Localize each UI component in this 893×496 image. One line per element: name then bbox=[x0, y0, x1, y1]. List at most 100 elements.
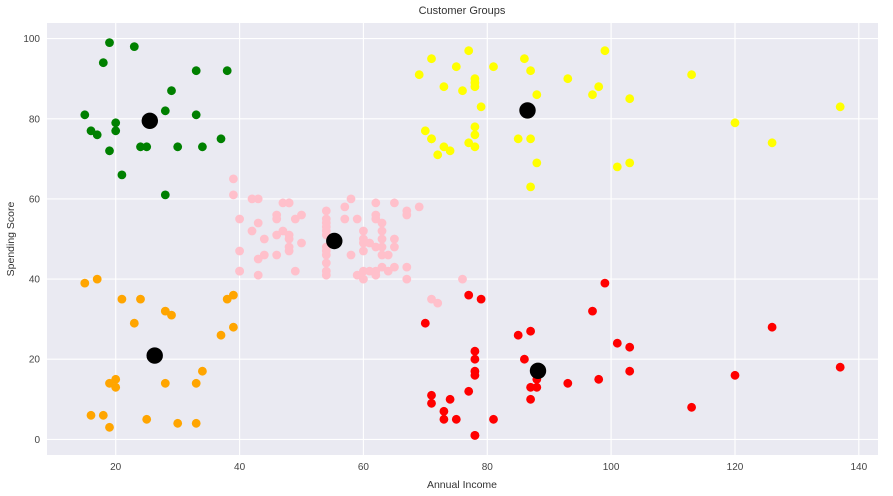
data-point-cluster-low-income-low-score bbox=[111, 374, 121, 384]
data-point-cluster-high-income-low-score bbox=[470, 354, 480, 364]
data-point-cluster-mid-income-mid-score bbox=[259, 250, 269, 260]
data-point-cluster-high-income-low-score bbox=[439, 414, 449, 424]
data-point-cluster-high-income-high-score bbox=[439, 82, 449, 92]
data-point-cluster-mid-income-mid-score bbox=[321, 214, 331, 224]
data-point-cluster-low-income-high-score bbox=[129, 42, 139, 51]
data-point-cluster-high-income-low-score bbox=[730, 370, 740, 380]
centroid-point bbox=[141, 112, 158, 129]
data-point-cluster-mid-income-mid-score bbox=[359, 274, 368, 284]
data-point-cluster-low-income-low-score bbox=[129, 318, 139, 328]
y-axis-label: Spending Score bbox=[5, 201, 17, 276]
data-point-cluster-mid-income-mid-score bbox=[352, 214, 362, 224]
data-point-cluster-mid-income-mid-score bbox=[235, 266, 245, 276]
data-point-cluster-mid-income-mid-score bbox=[247, 226, 257, 236]
data-point-cluster-low-income-low-score bbox=[198, 366, 207, 376]
series-cluster-low-income-high-score bbox=[80, 38, 232, 200]
series-cluster-low-income-low-score bbox=[80, 274, 238, 432]
data-point-cluster-low-income-high-score bbox=[80, 110, 90, 120]
data-point-cluster-high-income-high-score bbox=[588, 90, 597, 100]
data-point-cluster-low-income-low-score bbox=[173, 418, 183, 428]
data-point-cluster-low-income-low-score bbox=[98, 410, 108, 420]
data-point-cluster-high-income-low-score bbox=[526, 382, 535, 392]
data-point-cluster-mid-income-mid-score bbox=[383, 250, 393, 260]
data-point-cluster-mid-income-mid-score bbox=[371, 210, 381, 220]
data-point-cluster-low-income-low-score bbox=[142, 414, 152, 424]
data-point-cluster-mid-income-mid-score bbox=[390, 242, 399, 252]
data-point-cluster-low-income-high-score bbox=[105, 38, 114, 47]
data-point-cluster-low-income-low-score bbox=[80, 278, 90, 288]
data-point-cluster-low-income-low-score bbox=[191, 378, 201, 388]
data-point-cluster-mid-income-mid-score bbox=[458, 274, 467, 284]
data-point-cluster-high-income-high-score bbox=[600, 46, 610, 56]
data-point-cluster-high-income-low-score bbox=[420, 318, 430, 328]
x-tick-label: 40 bbox=[234, 462, 246, 473]
data-point-cluster-mid-income-mid-score bbox=[235, 246, 245, 256]
data-point-cluster-high-income-low-score bbox=[476, 294, 486, 304]
data-point-cluster-low-income-low-score bbox=[160, 378, 170, 388]
data-point-cluster-high-income-high-score bbox=[458, 86, 467, 96]
data-point-cluster-high-income-low-score bbox=[470, 346, 480, 356]
data-point-cluster-mid-income-mid-score bbox=[377, 226, 387, 236]
y-tick-label: 40 bbox=[29, 275, 41, 286]
chart-title: Customer Groups bbox=[419, 5, 506, 17]
data-point-cluster-low-income-low-score bbox=[229, 322, 238, 332]
plot-root: 20 40 60 80 100 120 140 0 20 40 60 80 100 bbox=[23, 23, 878, 473]
data-point-cluster-mid-income-mid-score bbox=[297, 238, 306, 248]
data-point-cluster-low-income-high-score bbox=[198, 142, 207, 152]
series-centroids bbox=[141, 102, 547, 379]
data-point-cluster-high-income-low-score bbox=[427, 390, 436, 400]
data-point-cluster-mid-income-mid-score bbox=[235, 214, 245, 224]
data-point-cluster-high-income-high-score bbox=[612, 162, 622, 172]
data-point-cluster-high-income-low-score bbox=[470, 370, 480, 380]
centroid-point bbox=[146, 347, 163, 364]
data-point-cluster-high-income-high-score bbox=[427, 134, 436, 144]
data-point-cluster-high-income-high-score bbox=[470, 130, 480, 140]
data-point-cluster-mid-income-mid-score bbox=[229, 190, 238, 200]
data-point-cluster-high-income-high-score bbox=[526, 182, 535, 192]
data-point-cluster-high-income-high-score bbox=[433, 150, 443, 160]
centroid-point bbox=[519, 102, 536, 119]
data-point-cluster-mid-income-mid-score bbox=[259, 234, 269, 244]
series-cluster-mid-income-mid-score bbox=[229, 174, 467, 308]
data-point-cluster-mid-income-mid-score bbox=[359, 226, 368, 236]
data-point-cluster-mid-income-mid-score bbox=[433, 298, 443, 308]
data-point-cluster-high-income-low-score bbox=[563, 378, 573, 388]
data-point-cluster-low-income-low-score bbox=[117, 294, 127, 304]
data-point-cluster-high-income-low-score bbox=[470, 431, 480, 440]
data-point-cluster-mid-income-mid-score bbox=[272, 250, 282, 260]
data-point-cluster-mid-income-mid-score bbox=[390, 234, 399, 244]
x-tick-label: 140 bbox=[850, 462, 867, 473]
data-point-cluster-mid-income-mid-score bbox=[390, 262, 399, 272]
x-tick-label: 60 bbox=[358, 462, 370, 473]
data-point-cluster-mid-income-mid-score bbox=[377, 234, 387, 244]
data-point-cluster-mid-income-mid-score bbox=[402, 274, 412, 284]
data-point-cluster-mid-income-mid-score bbox=[377, 250, 387, 260]
data-point-cluster-mid-income-mid-score bbox=[321, 206, 331, 216]
data-point-cluster-high-income-low-score bbox=[464, 290, 474, 300]
data-point-cluster-low-income-low-score bbox=[105, 422, 114, 432]
data-point-cluster-mid-income-mid-score bbox=[359, 246, 368, 256]
data-point-cluster-mid-income-mid-score bbox=[253, 218, 263, 228]
data-point-cluster-low-income-high-score bbox=[117, 170, 127, 180]
x-axis-label: Annual Income bbox=[427, 479, 497, 491]
y-tick-label: 60 bbox=[29, 194, 41, 205]
data-point-cluster-low-income-high-score bbox=[191, 66, 201, 76]
data-point-cluster-high-income-high-score bbox=[427, 54, 436, 64]
x-tick-label: 100 bbox=[603, 462, 620, 473]
data-point-cluster-high-income-low-score bbox=[513, 330, 523, 340]
data-point-cluster-high-income-low-score bbox=[439, 406, 449, 416]
data-point-cluster-high-income-high-score bbox=[464, 46, 474, 56]
y-tick-label: 80 bbox=[29, 114, 41, 125]
data-point-cluster-high-income-high-score bbox=[470, 142, 480, 152]
data-point-cluster-low-income-low-score bbox=[92, 274, 102, 284]
data-point-cluster-mid-income-mid-score bbox=[346, 250, 356, 260]
data-point-cluster-high-income-low-score bbox=[588, 306, 597, 316]
data-point-cluster-mid-income-mid-score bbox=[297, 210, 306, 220]
y-tick-label: 0 bbox=[34, 435, 40, 446]
data-point-cluster-high-income-low-score bbox=[600, 278, 610, 288]
data-point-cluster-high-income-high-score bbox=[451, 62, 461, 72]
data-point-cluster-high-income-high-score bbox=[414, 70, 424, 80]
data-point-cluster-mid-income-mid-score bbox=[284, 246, 294, 256]
data-point-cluster-mid-income-mid-score bbox=[290, 266, 300, 276]
